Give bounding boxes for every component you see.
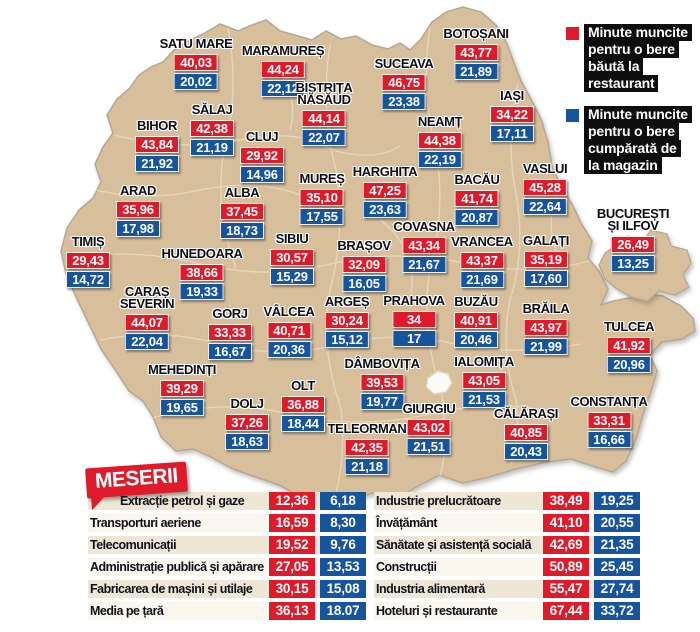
- profession-row: Construcții 50,89 25,45: [374, 558, 640, 576]
- store-minutes-cell: 27,74: [594, 580, 640, 598]
- profession-label: Sănătate și asistență socială: [376, 538, 532, 552]
- profession-row: Industria alimentară 55,47 27,74: [374, 580, 640, 598]
- profession-label: Hoteluri și restaurante: [376, 604, 498, 618]
- restaurant-minutes-cell: 38,49: [543, 492, 589, 510]
- legend-text-restaurant: Minute muncite pentru o bere băută la resta…: [584, 24, 692, 92]
- profession-label: Extracție petrol și gaze: [120, 494, 245, 508]
- legend-item-store: Minute muncite pentru o bere cumpărată de l…: [566, 106, 692, 174]
- legend-line: restaurant: [584, 75, 659, 92]
- profession-row: Sănătate și asistență socială 42,69 21,35: [374, 536, 640, 554]
- restaurant-minutes-cell: 50,89: [543, 558, 589, 576]
- profession-label: Media pe țară: [90, 604, 164, 618]
- profession-row: Telecomunicații 19,52 9,76: [88, 536, 366, 554]
- store-minutes-cell: 9,76: [320, 536, 366, 554]
- profession-label: Construcții: [376, 560, 437, 574]
- professions-table-left: Extracție petrol și gaze 12,36 6,18 Transpo…: [88, 492, 366, 624]
- store-minutes-cell: 33,72: [594, 602, 640, 620]
- store-minutes-cell: 6,18: [320, 492, 366, 510]
- profession-label: Telecomunicații: [90, 538, 177, 552]
- restaurant-minutes-cell: 12,36: [269, 492, 315, 510]
- restaurant-minutes-cell: 30,15: [269, 580, 315, 598]
- restaurant-color-swatch: [566, 27, 579, 40]
- restaurant-minutes-cell: 55,47: [543, 580, 589, 598]
- legend-line: pentru o bere: [584, 41, 679, 58]
- profession-row: Învățământ 41,10 20,55: [374, 514, 640, 532]
- profession-label: Industria alimentară: [376, 582, 485, 596]
- profession-row: Extracție petrol și gaze 12,36 6,18: [88, 492, 366, 510]
- restaurant-minutes-cell: 41,10: [543, 514, 589, 532]
- legend-line: la magazin: [584, 157, 662, 174]
- profession-label: Fabricarea de mașini și utilaje: [90, 582, 253, 596]
- profession-row: Transporturi aeriene 16,59 8,30: [88, 514, 366, 532]
- store-minutes-cell: 15,08: [320, 580, 366, 598]
- profession-row: Fabricarea de mașini și utilaje 30,15 15,0…: [88, 580, 366, 598]
- profession-label: Transporturi aeriene: [90, 516, 201, 530]
- legend-item-restaurant: Minute muncite pentru o bere băută la resta…: [566, 24, 692, 92]
- profession-label: Industrie prelucrătoare: [376, 494, 501, 508]
- legend-line: Minute muncite: [584, 106, 692, 123]
- legend-line: cumpărată de: [584, 140, 681, 157]
- legend-line: Minute muncite: [584, 24, 692, 41]
- profession-row: Administrație publică și apărare 27,05 13,…: [88, 558, 366, 576]
- profession-row: Industrie prelucrătoare 38,49 19,25: [374, 492, 640, 510]
- professions-table-right: Industrie prelucrătoare 38,49 19,25 Învățăm…: [374, 492, 640, 624]
- legend-text-store: Minute muncite pentru o bere cumpărată de l…: [584, 106, 692, 174]
- restaurant-minutes-cell: 16,59: [269, 514, 315, 532]
- restaurant-minutes-cell: 19,52: [269, 536, 315, 554]
- store-minutes-cell: 18.07: [320, 602, 366, 620]
- store-color-swatch: [566, 109, 579, 122]
- store-minutes-cell: 8,30: [320, 514, 366, 532]
- profession-label: Învățământ: [376, 516, 438, 530]
- store-minutes-cell: 21,35: [594, 536, 640, 554]
- profession-label: Administrație publică și apărare: [90, 560, 264, 574]
- legend-line: băută la: [584, 58, 644, 75]
- profession-row: Media pe țară 36,13 18.07: [88, 602, 366, 620]
- store-minutes-cell: 19,25: [594, 492, 640, 510]
- restaurant-minutes-cell: 27,05: [269, 558, 315, 576]
- restaurant-minutes-cell: 67,44: [543, 602, 589, 620]
- store-minutes-cell: 13,53: [320, 558, 366, 576]
- ilfov-cutout-marker: [425, 370, 453, 395]
- restaurant-minutes-cell: 42,69: [543, 536, 589, 554]
- restaurant-minutes-cell: 36,13: [269, 602, 315, 620]
- legend-line: pentru o bere: [584, 123, 679, 140]
- bucharest-ilfov-inset: [598, 229, 692, 302]
- store-minutes-cell: 20,55: [594, 514, 640, 532]
- profession-row: Hoteluri și restaurante 67,44 33,72: [374, 602, 640, 620]
- store-minutes-cell: 25,45: [594, 558, 640, 576]
